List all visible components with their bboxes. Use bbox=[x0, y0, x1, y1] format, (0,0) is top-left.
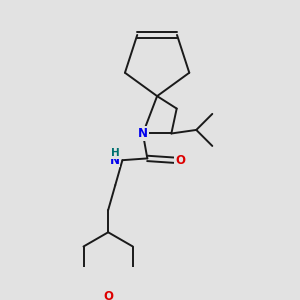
Text: N: N bbox=[138, 127, 148, 140]
Text: H: H bbox=[111, 148, 120, 158]
Text: O: O bbox=[103, 290, 113, 300]
Text: O: O bbox=[175, 154, 185, 167]
Text: N: N bbox=[110, 154, 120, 167]
